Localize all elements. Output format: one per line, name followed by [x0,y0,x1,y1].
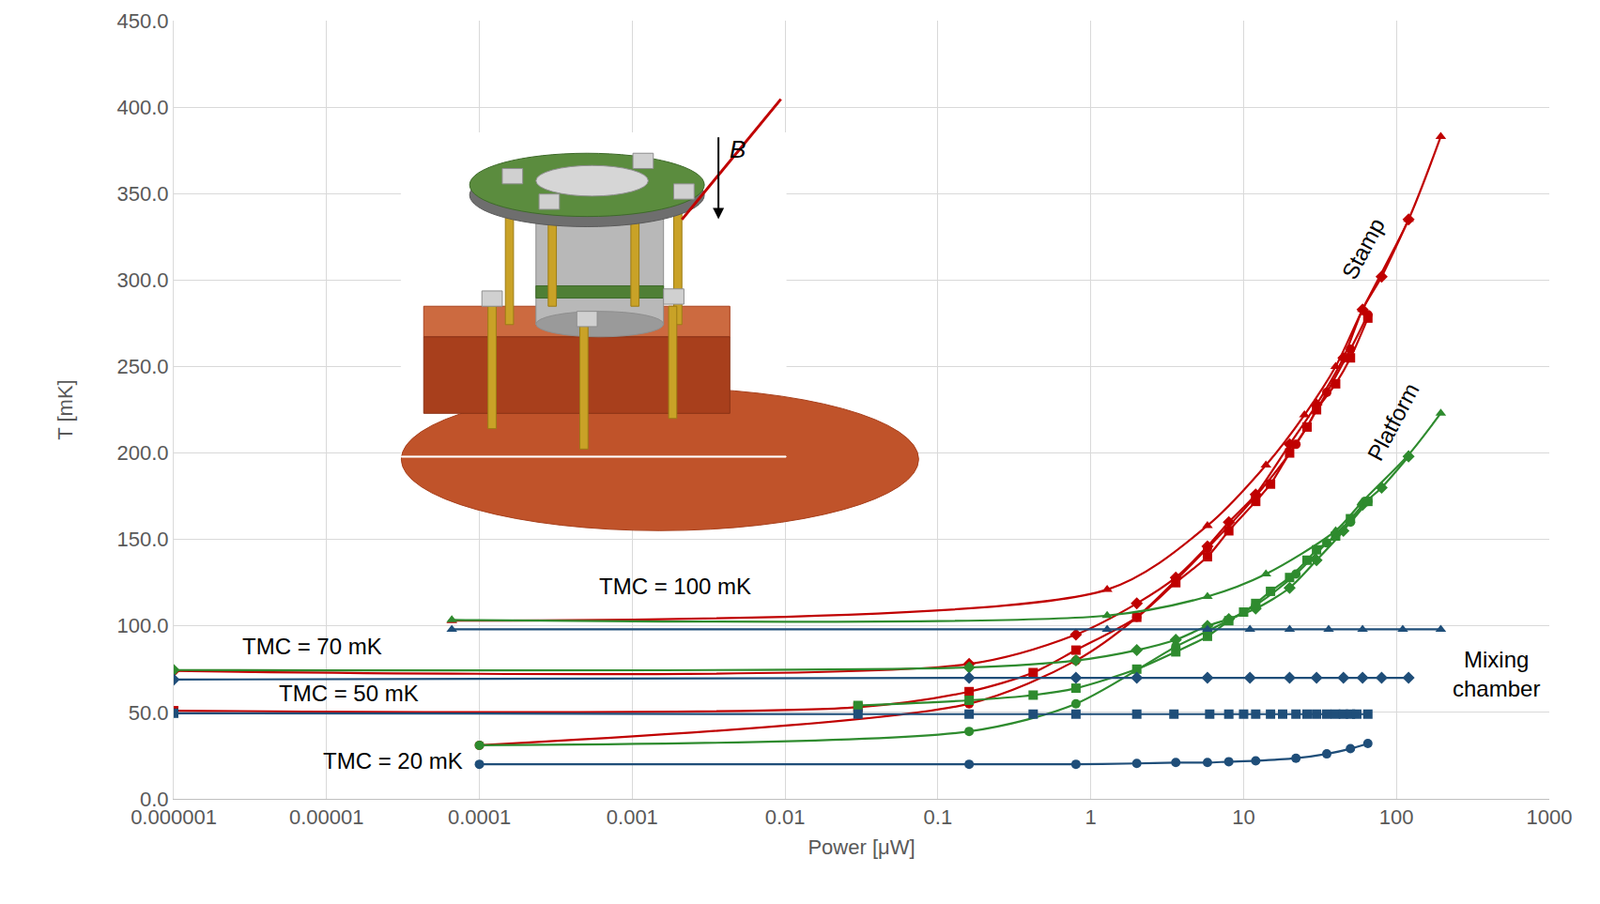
svg-text:T [mK]: T [mK] [53,379,77,440]
svg-text:Platform: Platform [1362,379,1425,466]
svg-text:B: B [729,135,746,164]
svg-text:0.01: 0.01 [765,805,806,830]
svg-text:150.0: 150.0 [117,527,170,552]
svg-text:0.00001: 0.00001 [289,805,365,830]
svg-text:50.0: 50.0 [128,701,170,725]
svg-text:450.0: 450.0 [117,9,170,33]
svg-text:100.0: 100.0 [117,614,170,638]
svg-text:250.0: 250.0 [117,354,170,379]
svg-text:0.0001: 0.0001 [447,805,511,830]
svg-text:0.000001: 0.000001 [130,805,217,830]
svg-text:200.0: 200.0 [117,441,170,465]
svg-text:100: 100 [1379,805,1415,830]
svg-text:300.0: 300.0 [117,268,170,293]
svg-text:Stamp: Stamp [1336,214,1389,284]
svg-text:400.0: 400.0 [117,95,170,120]
svg-text:TMC = 100 mK: TMC = 100 mK [599,573,752,600]
svg-text:TMC = 20 mK: TMC = 20 mK [323,748,463,774]
svg-text:1: 1 [1085,805,1097,830]
svg-text:Mixingchamber: Mixingchamber [1452,646,1540,702]
svg-text:Power [μW]: Power [μW] [807,835,915,860]
svg-text:0.1: 0.1 [923,805,954,830]
svg-text:1000: 1000 [1526,805,1573,830]
svg-text:0.0: 0.0 [139,787,170,812]
svg-text:TMC = 50 mK: TMC = 50 mK [278,680,419,707]
svg-text:0.001: 0.001 [606,805,659,830]
svg-text:10: 10 [1231,805,1255,830]
svg-text:TMC = 70 mK: TMC = 70 mK [242,633,383,660]
svg-text:350.0: 350.0 [117,182,170,206]
